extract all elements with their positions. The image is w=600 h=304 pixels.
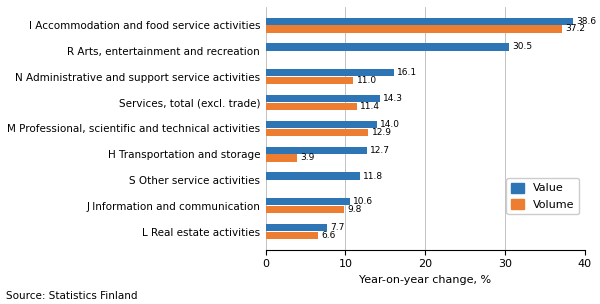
Bar [266, 103, 356, 110]
Bar [266, 224, 327, 231]
Text: 3.9: 3.9 [300, 154, 314, 162]
Text: 37.2: 37.2 [565, 24, 586, 33]
Text: 12.9: 12.9 [371, 128, 392, 137]
Text: 38.6: 38.6 [577, 17, 597, 26]
Text: 9.8: 9.8 [347, 205, 361, 214]
Text: 11.8: 11.8 [363, 171, 383, 181]
Bar [266, 69, 394, 76]
Text: 10.6: 10.6 [353, 197, 373, 206]
Text: 14.0: 14.0 [380, 120, 400, 129]
Text: 11.4: 11.4 [360, 102, 380, 111]
Text: 12.7: 12.7 [370, 146, 390, 155]
Text: 7.7: 7.7 [330, 223, 344, 232]
Bar [266, 121, 377, 128]
Bar [266, 206, 344, 213]
Text: 30.5: 30.5 [512, 43, 532, 51]
Text: 11.0: 11.0 [356, 76, 377, 85]
Bar [266, 43, 509, 50]
X-axis label: Year-on-year change, %: Year-on-year change, % [359, 275, 491, 285]
Bar [266, 172, 360, 180]
Text: 14.3: 14.3 [383, 94, 403, 103]
Bar [266, 198, 350, 206]
Text: 16.1: 16.1 [397, 68, 418, 77]
Bar [266, 95, 380, 102]
Bar [266, 25, 562, 33]
Bar [266, 154, 297, 162]
Text: 6.6: 6.6 [322, 231, 336, 240]
Bar [266, 77, 353, 84]
Bar [266, 232, 318, 239]
Bar [266, 129, 368, 136]
Bar [266, 18, 574, 25]
Legend: Value, Volume: Value, Volume [506, 178, 579, 214]
Text: Source: Statistics Finland: Source: Statistics Finland [6, 291, 137, 301]
Bar [266, 147, 367, 154]
